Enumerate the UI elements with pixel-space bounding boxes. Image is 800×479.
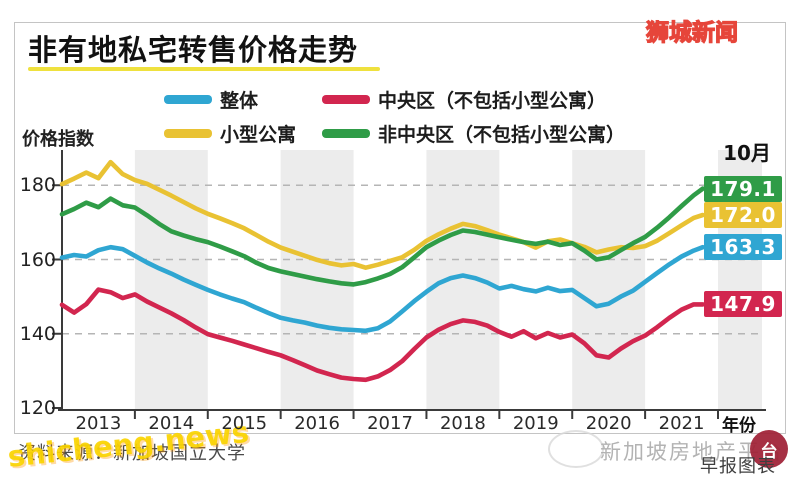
- legend-label: 小型公寓: [220, 124, 297, 146]
- legend-item: 中央区（不包括小型公寓）: [322, 86, 625, 113]
- x-tick-label-2018: 2018: [439, 413, 486, 434]
- y-tick-label: 180: [19, 174, 56, 197]
- source-note: 资料来源：新加坡国立大学: [18, 443, 246, 464]
- series-line-非中央区（不包括小型公寓）: [59, 186, 706, 287]
- legend-swatch-icon: [164, 129, 212, 138]
- x-tick-label-2014: 2014: [148, 413, 195, 434]
- chart-title: 非有地私宅转售价格走势: [28, 33, 359, 67]
- legend-label: 非中央区（不包括小型公寓）: [378, 124, 626, 146]
- y-tick-label: 140: [19, 322, 56, 345]
- brand-watermark: 狮城新闻: [645, 19, 738, 46]
- x-tick-label-2016: 2016: [294, 413, 341, 434]
- y-tick-label: 120: [19, 397, 56, 419]
- y-axis-title: 价格指数: [22, 129, 94, 150]
- legend: 整体 中央区（不包括小型公寓） 小型公寓 非中央区（不包括小型公寓）: [164, 86, 625, 147]
- x-tick-label-2020: 2020: [585, 413, 632, 434]
- x-axis-title: 年份: [722, 416, 756, 436]
- x-tick-label-2015: 2015: [221, 413, 268, 434]
- series-end-label-非中央区（不包括小型公寓）: 179.1: [704, 175, 782, 202]
- graphic-frame: [14, 22, 786, 434]
- series-end-label-整体: 163.3: [704, 234, 782, 261]
- series-line-小型公寓: [59, 159, 706, 271]
- legend-swatch-icon: [164, 95, 212, 104]
- year-band: [572, 150, 646, 409]
- x-tick-label-2017: 2017: [367, 413, 413, 434]
- legend-item: 整体: [164, 86, 322, 113]
- cloud-logo-outline: [548, 430, 604, 468]
- year-band: [426, 150, 500, 409]
- legend-item: 非中央区（不包括小型公寓）: [322, 120, 625, 147]
- x-tick-label-2019: 2019: [512, 413, 559, 434]
- y-tick-label: 160: [19, 248, 56, 271]
- credit-label: 早报图表: [700, 456, 776, 477]
- platform-seal-icon: 台: [750, 430, 788, 468]
- series-end-label-中央区（不包括小型公寓）: 147.9: [704, 291, 782, 318]
- legend-item: 小型公寓: [164, 120, 322, 147]
- legend-swatch-icon: [322, 95, 370, 104]
- series-line-中央区（不包括小型公寓）: [59, 287, 706, 383]
- series-line-整体: [59, 244, 706, 334]
- x-tick-label-2013: 2013: [75, 413, 122, 434]
- legend-label: 整体: [220, 90, 259, 112]
- title-underline: [28, 67, 380, 71]
- series-end-label-小型公寓: 172.0: [704, 201, 782, 228]
- legend-swatch-icon: [322, 129, 370, 138]
- legend-label: 中央区（不包括小型公寓）: [378, 90, 607, 112]
- end-month-label: 10月: [723, 141, 771, 165]
- x-tick-label-2021: 2021: [658, 413, 705, 434]
